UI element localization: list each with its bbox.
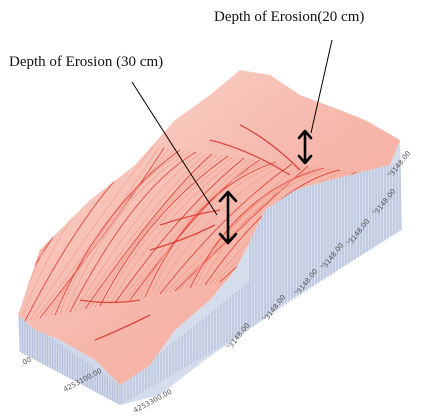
double-arrow-20cm: [297, 129, 313, 165]
contour-line: [189, 167, 325, 289]
double-arrow-30cm: [218, 190, 238, 245]
contour-line: [89, 154, 218, 309]
contour-line: [29, 146, 154, 321]
contour-line: [84, 153, 213, 310]
contour-line: [159, 163, 293, 295]
contour-line: [194, 168, 330, 288]
contour-line: [139, 161, 271, 299]
terrain-front-wall: [18, 315, 120, 405]
leader-line-20cm: [310, 39, 333, 134]
leader-line-30cm: [131, 81, 218, 216]
contour-line: [94, 155, 223, 308]
contour-line: [169, 165, 303, 293]
contour-line: [129, 159, 261, 301]
contour-line: [199, 169, 335, 287]
terrain-side-wall: [120, 140, 402, 405]
annotation-depth-30cm: Depth of Erosion (30 cm): [9, 54, 164, 70]
contour-line: [154, 163, 287, 296]
contour-line: [44, 148, 170, 318]
contour-line: [79, 153, 207, 311]
contour-line: [174, 165, 309, 292]
contour-line: [144, 161, 277, 298]
front-wall-lines: [19, 316, 121, 405]
contour-line: [104, 156, 234, 306]
contour-line: [99, 155, 229, 307]
contour-line: [114, 157, 245, 304]
contour-line: [124, 159, 255, 302]
contour-line: [59, 150, 186, 315]
annotation-depth-20cm: Depth of Erosion(20 cm): [214, 9, 365, 25]
contour-line: [54, 149, 181, 316]
contour-line: [164, 164, 298, 294]
contour-line: [64, 151, 191, 314]
contour-line: [69, 151, 197, 313]
contour-line: [74, 152, 202, 312]
contour-line: [49, 149, 175, 317]
